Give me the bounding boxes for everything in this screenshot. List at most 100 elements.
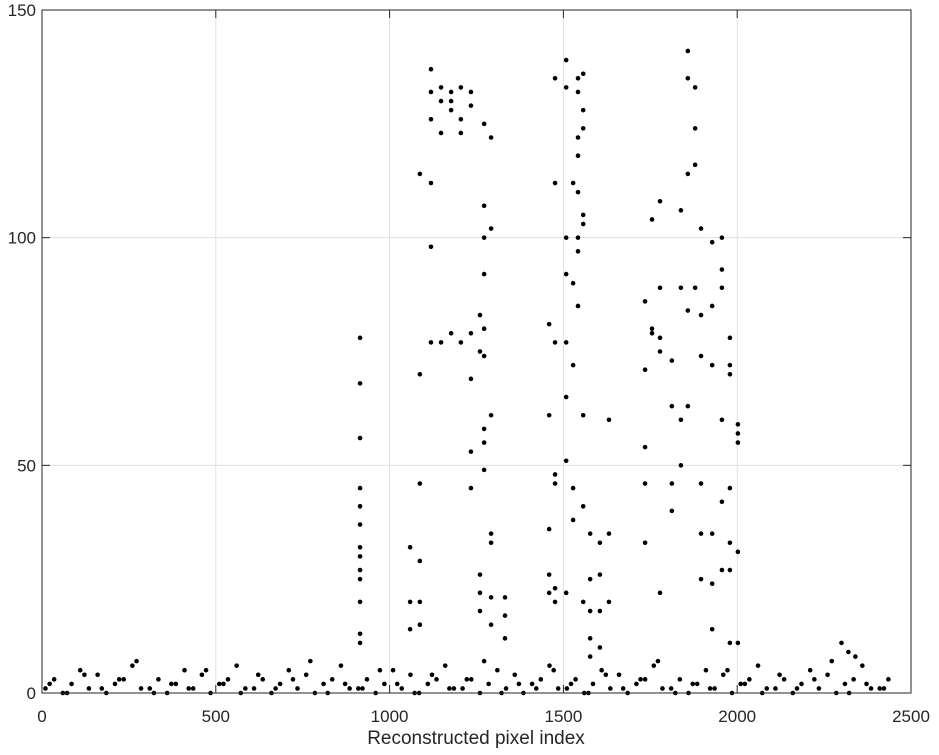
point	[657, 285, 663, 291]
point	[382, 681, 387, 687]
point	[735, 422, 741, 427]
point	[260, 677, 266, 682]
y-tick-label: 100	[8, 229, 36, 248]
point	[570, 485, 576, 491]
point	[364, 677, 370, 682]
point	[597, 645, 603, 650]
point	[134, 658, 139, 664]
point	[533, 686, 539, 691]
point	[438, 98, 444, 104]
point	[481, 353, 487, 359]
point	[169, 681, 174, 687]
point	[546, 321, 552, 327]
point	[357, 381, 363, 386]
point	[575, 303, 581, 309]
point	[481, 235, 487, 240]
point	[442, 663, 448, 668]
point	[447, 686, 452, 691]
point	[488, 595, 494, 600]
point	[685, 76, 691, 81]
point	[468, 449, 474, 454]
point	[47, 681, 52, 687]
point	[564, 686, 570, 691]
point	[649, 330, 655, 336]
point	[342, 681, 348, 687]
point	[634, 681, 639, 687]
point	[829, 658, 835, 664]
axes-box	[41, 9, 912, 694]
point	[781, 677, 787, 682]
point	[488, 622, 494, 627]
point	[243, 686, 248, 691]
point	[812, 677, 817, 682]
point	[725, 667, 730, 673]
point	[551, 667, 556, 673]
point	[575, 135, 581, 140]
point	[407, 599, 413, 605]
point	[642, 540, 648, 546]
point	[428, 180, 434, 186]
point	[488, 540, 494, 546]
point	[338, 663, 344, 668]
point	[709, 626, 715, 632]
point	[407, 626, 413, 632]
point	[234, 663, 239, 668]
point	[698, 481, 704, 486]
point	[886, 677, 891, 682]
point	[546, 412, 552, 418]
point	[156, 677, 161, 682]
point	[488, 135, 494, 140]
point	[735, 549, 741, 555]
point	[428, 66, 434, 72]
point	[668, 686, 674, 691]
point	[563, 271, 569, 277]
point	[303, 672, 309, 678]
point	[552, 585, 558, 591]
point	[719, 567, 725, 573]
point	[552, 76, 558, 81]
point	[642, 481, 648, 486]
point	[692, 126, 698, 131]
point	[295, 686, 300, 691]
point	[597, 608, 603, 614]
point	[692, 85, 698, 90]
point	[481, 658, 487, 664]
point	[458, 340, 464, 345]
point	[529, 681, 535, 687]
point	[481, 440, 487, 445]
point	[552, 472, 558, 477]
point	[512, 672, 518, 678]
point	[357, 640, 363, 646]
point	[448, 330, 454, 336]
point	[425, 681, 431, 687]
point	[570, 280, 576, 286]
point	[575, 189, 581, 195]
point	[698, 531, 704, 536]
point	[657, 335, 663, 341]
point	[620, 686, 626, 691]
point	[580, 221, 586, 227]
point	[552, 340, 558, 345]
point	[587, 654, 593, 659]
point	[555, 686, 561, 691]
point	[764, 686, 770, 691]
point	[655, 658, 661, 664]
point	[570, 180, 576, 186]
point	[357, 599, 363, 605]
point	[82, 672, 87, 678]
point	[580, 412, 586, 418]
point	[657, 349, 663, 354]
point	[698, 353, 704, 359]
point	[477, 572, 483, 577]
point	[580, 504, 586, 509]
point	[864, 681, 869, 687]
point	[709, 531, 715, 536]
point	[570, 517, 576, 523]
point	[606, 599, 612, 605]
point	[580, 599, 586, 605]
point	[408, 672, 413, 678]
point	[735, 640, 741, 646]
point	[503, 686, 509, 691]
point	[709, 303, 715, 309]
